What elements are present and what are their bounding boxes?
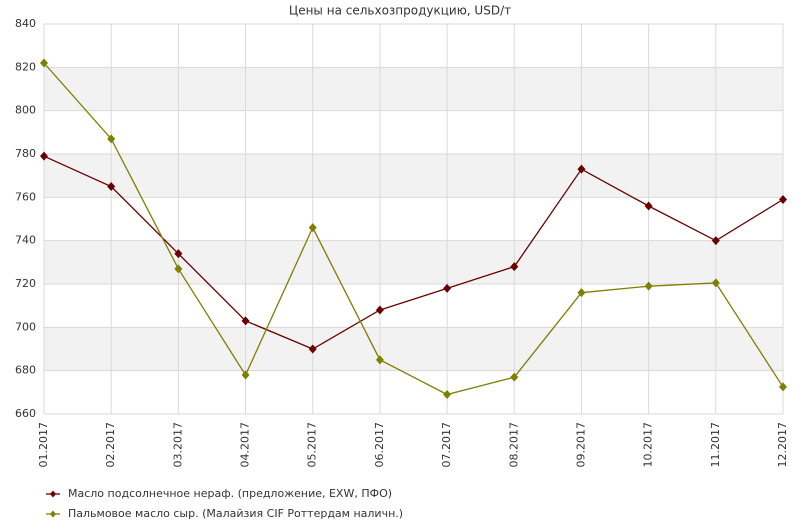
x-tick-label: 05.2017 bbox=[306, 422, 319, 468]
y-tick-label: 760 bbox=[15, 190, 36, 203]
band bbox=[44, 154, 783, 198]
y-tick-label: 820 bbox=[15, 60, 36, 73]
point bbox=[443, 283, 452, 293]
point bbox=[241, 370, 250, 380]
y-tick-label: 720 bbox=[15, 277, 36, 290]
x-tick-label: 01.2017 bbox=[37, 422, 50, 468]
band bbox=[44, 327, 783, 371]
y-tick-label: 680 bbox=[15, 364, 36, 377]
point bbox=[510, 262, 519, 272]
point bbox=[375, 355, 384, 365]
point bbox=[644, 281, 653, 291]
x-tick-label: 06.2017 bbox=[373, 422, 386, 468]
y-tick-label: 780 bbox=[15, 147, 36, 160]
chart-title: Цены на сельхозпродукцию, USD/т bbox=[289, 4, 511, 18]
x-tick-label: 04.2017 bbox=[239, 422, 252, 468]
x-tick-label: 09.2017 bbox=[574, 422, 587, 468]
point bbox=[40, 58, 48, 68]
legend-label: Масло подсолнечное нераф. (предложение, … bbox=[68, 487, 392, 500]
point bbox=[711, 236, 720, 246]
x-tick-label: 02.2017 bbox=[104, 422, 117, 468]
legend-marker bbox=[50, 510, 56, 518]
point bbox=[40, 151, 48, 161]
band bbox=[44, 67, 783, 111]
point bbox=[711, 278, 720, 288]
y-tick-label: 700 bbox=[15, 320, 36, 333]
point bbox=[577, 164, 586, 174]
point bbox=[577, 288, 586, 298]
legend-label: Пальмовое масло сыр. (Малайзия CIF Ротте… bbox=[68, 507, 403, 520]
y-tick-label: 800 bbox=[15, 104, 36, 117]
x-tick-label: 10.2017 bbox=[642, 422, 655, 468]
point bbox=[308, 344, 317, 354]
legend-marker bbox=[50, 490, 56, 498]
point bbox=[308, 223, 317, 233]
point bbox=[174, 249, 183, 259]
y-tick-label: 660 bbox=[15, 407, 36, 420]
series-line bbox=[43, 155, 784, 350]
point bbox=[241, 316, 250, 326]
y-tick-label: 840 bbox=[15, 17, 36, 30]
x-tick-label: 08.2017 bbox=[507, 422, 520, 468]
point bbox=[375, 305, 384, 315]
point bbox=[644, 201, 653, 211]
point bbox=[510, 372, 519, 382]
x-tick-label: 03.2017 bbox=[171, 422, 184, 468]
point bbox=[779, 195, 787, 204]
point bbox=[107, 182, 116, 191]
x-tick-label: 11.2017 bbox=[709, 422, 722, 468]
x-tick-label: 07.2017 bbox=[440, 422, 453, 468]
x-tick-label: 12.2017 bbox=[776, 422, 789, 468]
series-line bbox=[43, 62, 784, 396]
point bbox=[107, 134, 116, 144]
band bbox=[44, 240, 783, 284]
y-tick-label: 740 bbox=[15, 234, 36, 247]
point bbox=[779, 382, 787, 392]
point bbox=[174, 264, 183, 274]
point bbox=[443, 390, 452, 399]
